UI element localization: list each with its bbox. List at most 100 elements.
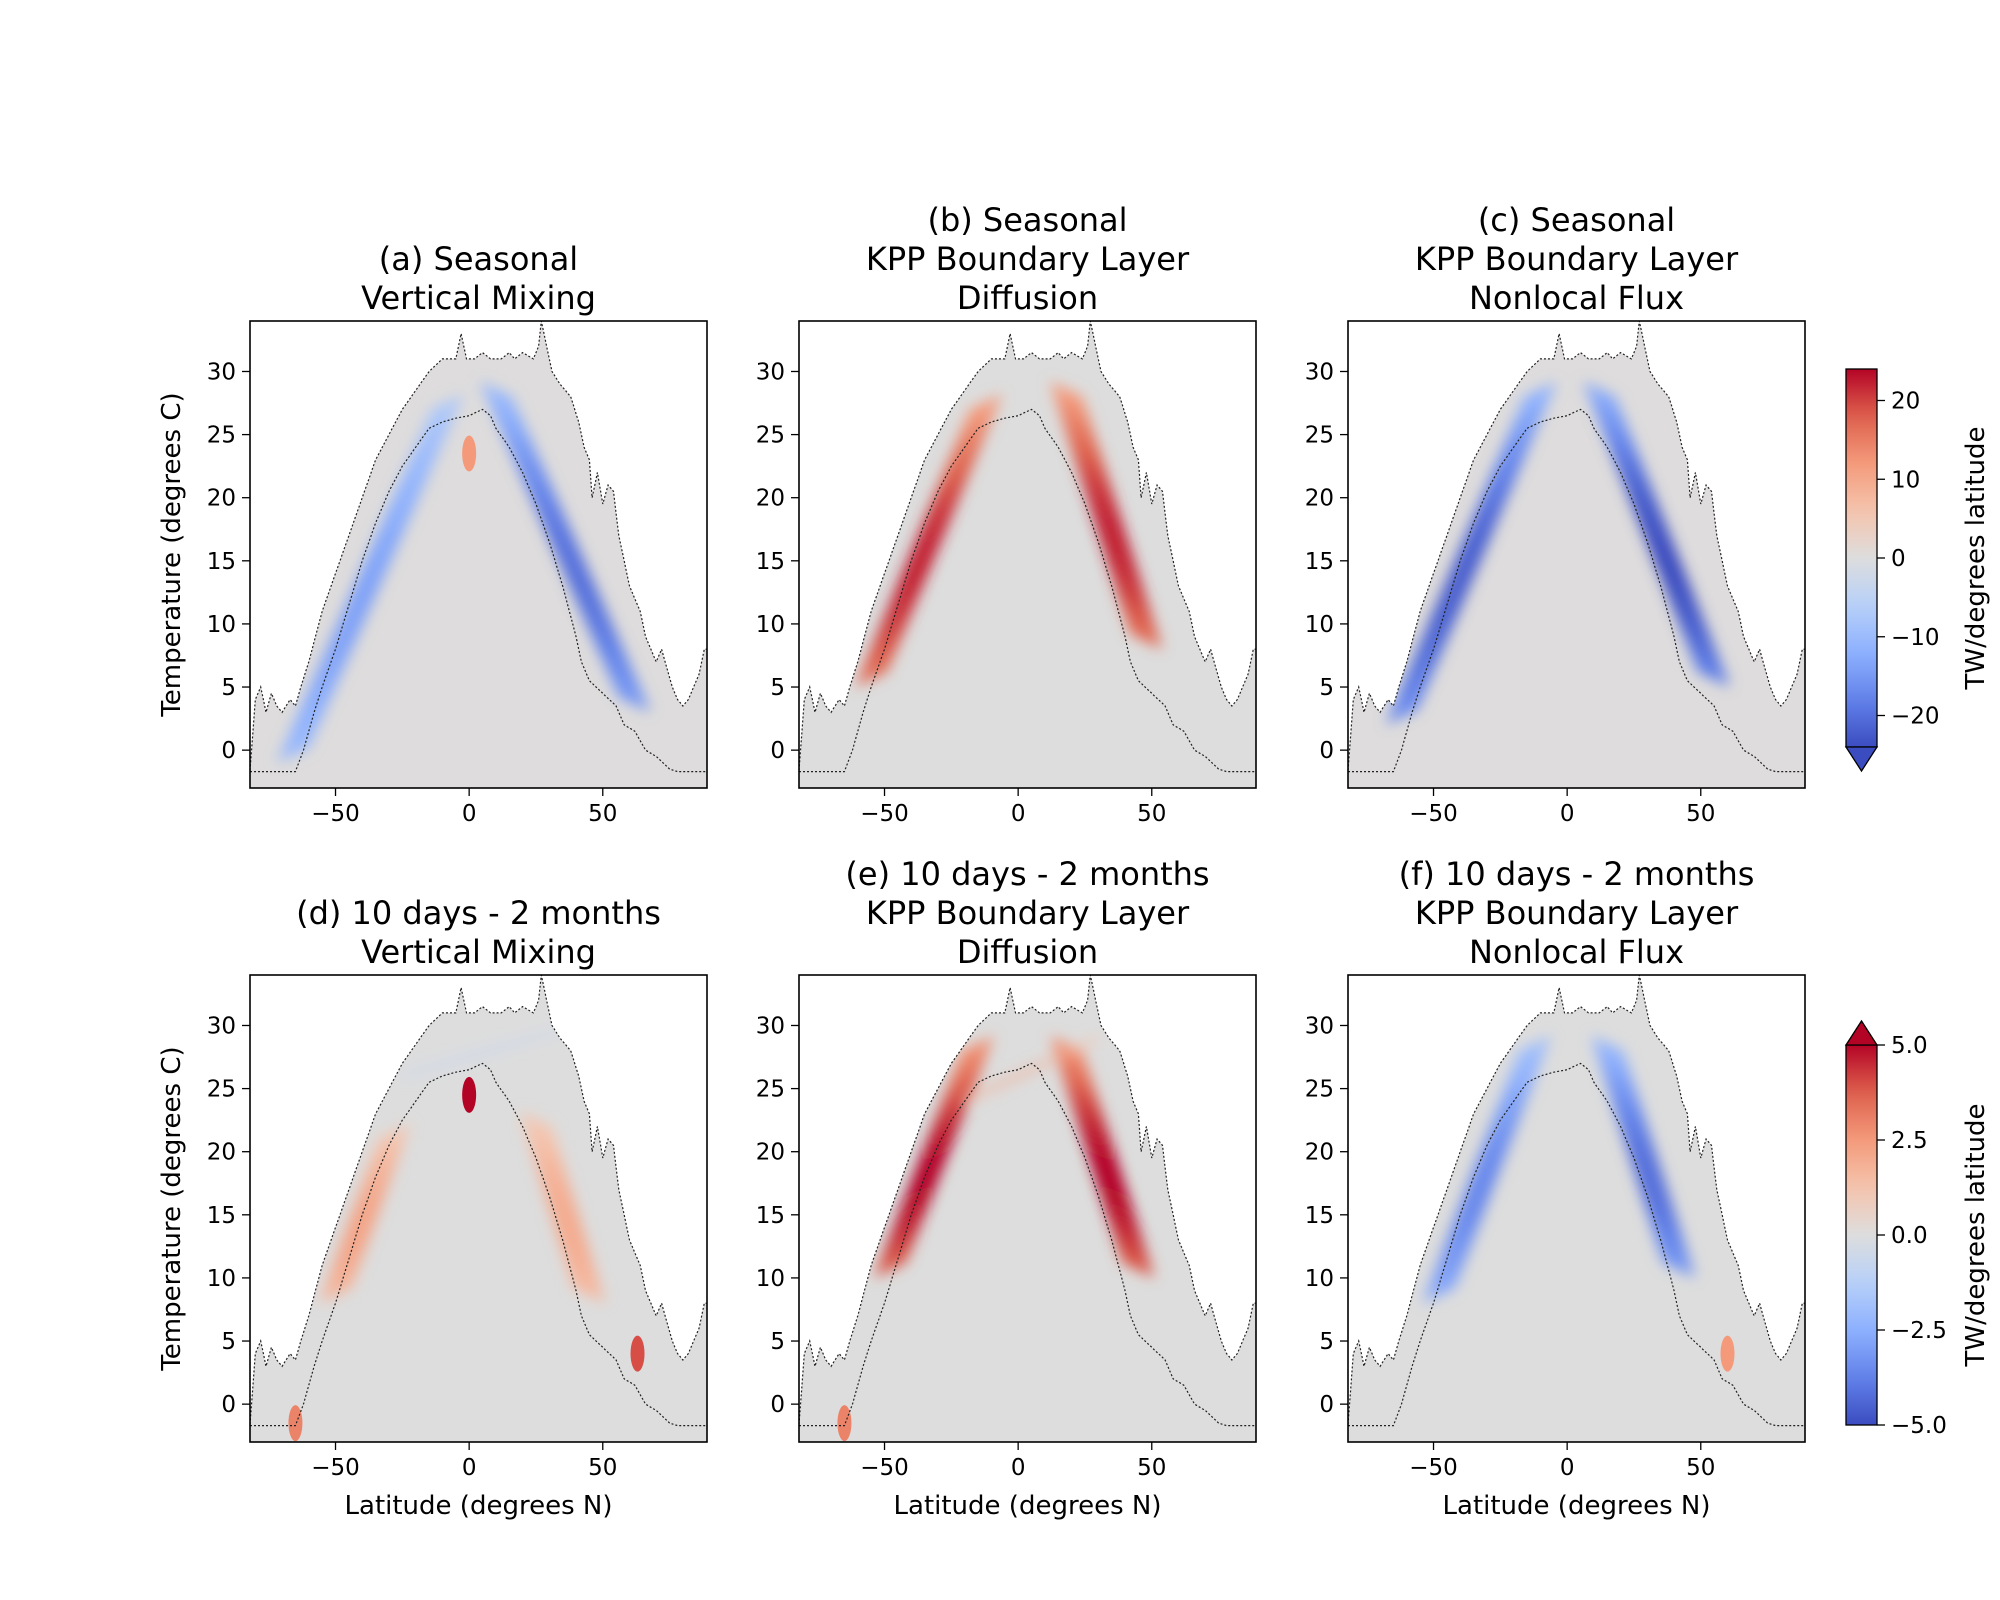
panel-title-line: KPP Boundary Layer [1415,240,1739,278]
band-0-segment [1474,475,1517,514]
band-0-segment [1436,1233,1476,1268]
spot-0 [1720,1335,1735,1372]
band-0-segment [1450,1197,1490,1231]
band-1-segment [1061,417,1100,451]
band-1-segment [1078,471,1117,505]
domain-fill [799,975,1256,1442]
band-0-segment [376,495,420,536]
band-0-segment [309,646,354,687]
y-tick-label: 15 [207,549,236,575]
y-tick-label: 15 [756,549,785,575]
band-0-segment [924,1116,963,1149]
x-tick-label: 50 [1686,801,1715,827]
band-2-segment [1050,1056,1061,1061]
band-0-segment [398,444,442,486]
band-0-segment [904,533,945,568]
y-tick-label: 30 [207,1013,236,1039]
band-1-segment [1065,1084,1103,1116]
colorbar-body [1845,1044,1878,1426]
band-0-segment [1464,1161,1503,1195]
y-tick-label: 15 [1305,1203,1334,1229]
band-1-segment [1055,399,1094,433]
x-tick-label: 50 [1686,1455,1715,1481]
x-axis-label: Latitude (degrees N) [345,1491,613,1521]
band-0-segment [348,1194,386,1222]
panel-title-line: Nonlocal Flux [1469,933,1684,971]
band-0-segment [912,513,953,549]
y-tick-label: 0 [221,738,236,764]
band-1-segment [1107,561,1146,596]
band-1-segment [1112,1230,1150,1262]
band-1-segment [561,1250,598,1278]
domain-fill [250,975,707,1442]
bands [288,1025,645,1442]
spot-2 [288,1405,303,1442]
band-2-segment [1002,1078,1013,1084]
band-0-segment [353,1182,390,1210]
x-tick-label: −50 [1409,801,1458,827]
y-tick-label: 5 [1319,1329,1334,1355]
x-tick-label: 0 [1560,801,1575,827]
plot-frame [249,974,708,1443]
band-0-segment [336,1229,373,1257]
y-tick-label: 10 [1305,612,1334,638]
y-tick-label: 15 [756,1203,785,1229]
band-0-segment [1443,1215,1483,1250]
band-1-segment [1647,1214,1686,1246]
band-0-segment [955,1035,995,1067]
spot-0 [462,435,477,472]
band-1-segment [499,426,542,465]
y-tick-label: 25 [756,1077,785,1103]
band-2-segment [464,1054,477,1058]
band-1-segment [1624,485,1665,522]
x-tick-label: 50 [1137,801,1166,827]
y-tick-label: 30 [756,1013,785,1039]
band-1-segment [535,1161,572,1190]
bands [1422,1035,1735,1372]
y-tick-label: 5 [221,1329,236,1355]
band-1-segment [1096,525,1134,559]
colorbar-tick-label: −2.5 [1891,1318,1947,1344]
bands [1385,381,1731,725]
colorbar-tick-label: 2.5 [1891,1128,1928,1154]
band-0-segment [855,652,896,687]
band-0-segment [287,697,331,738]
y-tick-label: 30 [207,359,236,385]
y-tick-label: 20 [207,1140,236,1166]
band-2-segment [439,1061,452,1066]
y-tick-label: 10 [207,1266,236,1292]
colorbar-intraseasonal: 5.0 2.5 0.0 −2.5 −5.0 TW/degrees latitude [1844,1019,1991,1439]
band-0-segment [354,545,398,587]
y-tick-label: 30 [1305,359,1334,385]
band-1-segment [569,1275,606,1304]
domain-fill [799,321,1256,788]
band-1-segment [539,1174,575,1203]
panel-title-line: Vertical Mixing [361,279,596,317]
band-0-segment [374,1123,411,1151]
band-1-segment [1091,1165,1129,1197]
panel-d: −50 0 50 0 5 10 15 20 25 30 (d) 10 days - 2 months… [157,894,708,1521]
band-1-segment [527,1136,564,1165]
y-tick-label: 10 [756,1266,785,1292]
band-1-segment [1616,464,1657,501]
band-1-segment [1090,507,1129,541]
band-0-segment [321,621,365,662]
band-2-segment [501,1043,514,1048]
y-axis-label: Temperature (degrees C) [157,392,187,717]
y-tick-label: 25 [207,423,236,449]
band-1-segment [539,516,582,555]
x-tick-label: −50 [860,1455,909,1481]
y-tick-label: 20 [207,486,236,512]
band-1-segment [599,652,641,690]
band-0-segment [361,1159,398,1186]
band-2-segment [1060,1051,1070,1057]
colorbar-tick-label: −20 [1891,704,1940,730]
colorbar-extend-min [1844,746,1879,773]
band-1-segment [1653,1230,1691,1262]
band-0-segment [340,1217,377,1245]
y-tick-label: 5 [221,675,236,701]
surface-contour [798,320,1256,771]
